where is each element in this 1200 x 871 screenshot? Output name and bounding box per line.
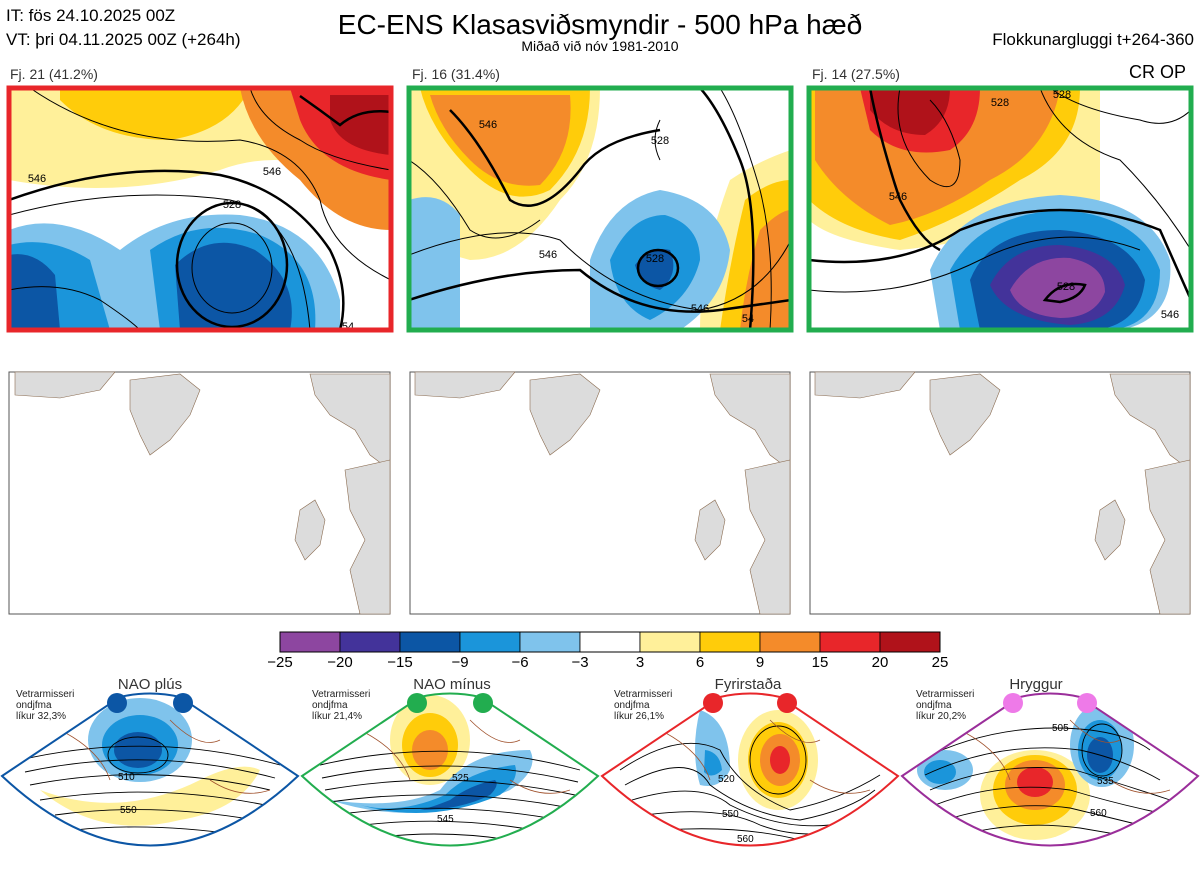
contour-label: 560 xyxy=(737,834,754,845)
colorbar xyxy=(279,631,941,653)
contour-label: 546 xyxy=(1161,309,1179,321)
colorbar-tick: −6 xyxy=(511,654,529,671)
cr-op-label: CR OP xyxy=(1128,62,1186,82)
colorbar-swatch xyxy=(699,631,761,653)
regime-3-frame xyxy=(600,692,900,847)
contour-label: 560 xyxy=(1090,808,1107,819)
regime-4-dot xyxy=(1003,693,1023,713)
colorbar-tick: −3 xyxy=(571,654,589,671)
regime-4-frame xyxy=(900,692,1200,847)
colorbar-tick: 25 xyxy=(931,654,949,671)
colorbar-swatch xyxy=(459,631,521,653)
regime-4-map: 505 535 560 xyxy=(902,693,1198,846)
cluster-1-label: Fj. 21 (41.2%) xyxy=(10,66,98,82)
regime-1-note: Vetrarmisseri ondjfma líkur 32,3% xyxy=(16,689,75,722)
colorbar-tick: −25 xyxy=(267,654,293,671)
contour-label: 528 xyxy=(991,97,1009,109)
colorbar-swatch xyxy=(759,631,821,653)
colorbar-swatch xyxy=(579,631,641,653)
regime-2-dot xyxy=(407,693,427,713)
regime-3-dot xyxy=(777,693,797,713)
regime-3-dot xyxy=(703,693,723,713)
cluster-1-frame xyxy=(6,85,394,333)
contour-label: 546 xyxy=(691,303,709,315)
colorbar-swatch xyxy=(819,631,881,653)
contour-label: 528 xyxy=(651,135,669,147)
regime-3-title: Fyrirstaða xyxy=(714,676,782,693)
colorbar-tick: 3 xyxy=(635,654,645,671)
contour-label: 546 xyxy=(479,119,497,131)
contour-label: 565 xyxy=(447,850,464,861)
header-info: IT: fös 24.10.2025 00Z VT: þri 04.11.202… xyxy=(6,4,241,52)
cluster-maps: 528 546 546 54 546 528 528 546 546 54 xyxy=(6,85,1194,333)
colorbar-tick: −15 xyxy=(387,654,413,671)
colorbar-swatch xyxy=(639,631,701,653)
contour-label: 54 xyxy=(742,313,754,325)
cluster-1-map: 528 546 546 54 xyxy=(9,88,391,333)
regime-1-map: 510 550 xyxy=(2,693,298,846)
contour-label: 535 xyxy=(1097,776,1114,787)
colorbar-swatch xyxy=(399,631,461,653)
regime-1-title: NAO plús xyxy=(117,676,183,693)
cluster-2-map: 546 528 528 546 546 54 xyxy=(409,88,791,330)
contour-label: 505 xyxy=(1052,723,1069,734)
colorbar-tick: 20 xyxy=(871,654,889,671)
cluster-3-map: 528 546 528 528 546 xyxy=(809,88,1191,330)
regime-3-map: 520 550 560 xyxy=(602,693,898,846)
page-title: EC-ENS Klasasviðsmyndir - 500 hPa hæð xyxy=(337,9,863,40)
classification-window: Flokkunargluggi t+264-360 xyxy=(992,30,1194,49)
contour-label: 54 xyxy=(342,321,354,333)
contour-label: 545 xyxy=(437,814,454,825)
cluster-3-frame xyxy=(806,85,1194,333)
colorbar-tick: 15 xyxy=(811,654,829,671)
regime-4-note: Vetrarmisseri ondjfma líkur 20,2% xyxy=(916,689,975,722)
contour-label: 546 xyxy=(539,249,557,261)
op-map-1 xyxy=(8,371,391,615)
colorbar-tick: −9 xyxy=(451,654,469,671)
regime-1-frame xyxy=(0,692,300,847)
contour-label: 528 xyxy=(1053,89,1071,101)
regime-2-dot xyxy=(473,693,493,713)
cluster-3-label: Fj. 14 (27.5%) xyxy=(812,66,900,82)
regime-2-note: Vetrarmisseri ondjfma líkur 21,4% xyxy=(312,689,371,722)
contour-label: 528 xyxy=(223,199,241,211)
regime-1-dot xyxy=(173,693,193,713)
colorbar-tick: −20 xyxy=(327,654,353,671)
contour-label: 525 xyxy=(452,773,469,784)
regime-maps: 510 550 525 545 565 xyxy=(0,692,1200,861)
colorbar-swatch xyxy=(879,631,941,653)
op-maps xyxy=(8,371,1191,615)
regime-2-frame xyxy=(300,692,600,847)
regime-2-title: NAO mínus xyxy=(413,676,491,693)
contour-label: 528 xyxy=(1057,281,1075,293)
contour-label: 550 xyxy=(722,809,739,820)
regime-2-map: 525 545 565 xyxy=(302,693,598,861)
regime-4-title: Hryggur xyxy=(1009,676,1063,693)
contour-label: 510 xyxy=(118,772,135,783)
op-map-2 xyxy=(409,371,791,615)
contour-label: 546 xyxy=(889,191,907,203)
cluster-2-label: Fj. 16 (31.4%) xyxy=(412,66,500,82)
initial-time: IT: fös 24.10.2025 00Z xyxy=(6,6,176,25)
colorbar-tick: 6 xyxy=(695,654,705,671)
contour-label: 528 xyxy=(646,253,664,265)
valid-time: VT: þri 04.11.2025 00Z (+264h) xyxy=(6,30,241,49)
cluster-2-frame xyxy=(406,85,794,333)
contour-label: 546 xyxy=(28,173,46,185)
colorbar-tick-labels: −25 −20 −15 −9 −6 −3 3 6 9 15 20 25 xyxy=(0,654,1200,674)
colorbar-swatch xyxy=(279,631,341,653)
colorbar-swatches xyxy=(279,631,941,653)
contour-label: 550 xyxy=(120,805,137,816)
colorbar-swatch xyxy=(519,631,581,653)
regime-1-dot xyxy=(107,693,127,713)
regime-3-note: Vetrarmisseri ondjfma líkur 26,1% xyxy=(614,689,673,722)
contour-label: 546 xyxy=(263,166,281,178)
op-map-3 xyxy=(809,371,1191,615)
colorbar-swatch xyxy=(339,631,401,653)
regime-4-dot xyxy=(1077,693,1097,713)
contour-label: 520 xyxy=(718,774,735,785)
page-subtitle: Miðað við nóv 1981-2010 xyxy=(521,38,679,54)
colorbar-tick: 9 xyxy=(755,654,765,671)
